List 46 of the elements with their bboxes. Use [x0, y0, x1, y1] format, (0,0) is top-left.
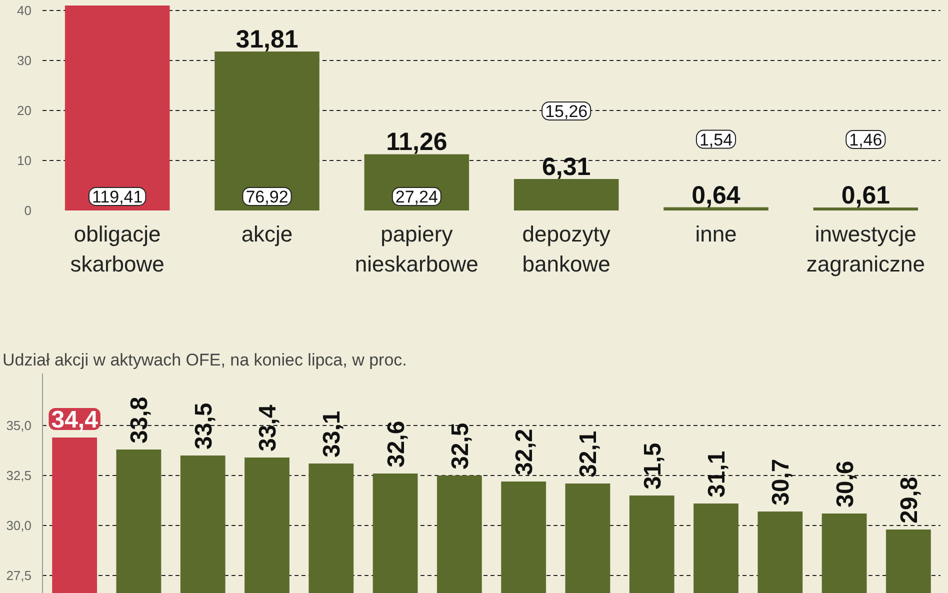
- annotation: 76,92: [246, 188, 288, 206]
- data-label: 31,5: [639, 442, 666, 490]
- annotation: 119,41: [92, 188, 143, 206]
- data-label: 33,4: [254, 404, 282, 452]
- x-tick-label: inne: [695, 222, 737, 246]
- data-label: 34,4: [51, 406, 99, 434]
- data-label: 32,2: [511, 428, 538, 476]
- bar: [214, 51, 320, 210]
- data-label: 11,26: [386, 128, 448, 156]
- data-label: 30,6: [832, 460, 859, 508]
- annotation: 27,24: [395, 188, 438, 206]
- bar: [813, 207, 918, 210]
- annotation: 1,46: [849, 130, 882, 150]
- annotation: 1,54: [699, 130, 733, 150]
- chart-title: Udział akcji w aktywach OFE, na koniec lipca, w proc.: [2, 350, 407, 370]
- data-label: 31,81: [236, 25, 298, 54]
- x-tick-label: depozyty bankowe: [522, 222, 610, 276]
- y-tick-label: 10: [17, 153, 32, 168]
- y-tick-label: 30,0: [6, 518, 32, 533]
- data-label: 0,64: [692, 181, 740, 210]
- data-label: 30,7: [768, 458, 795, 506]
- bar: [64, 6, 170, 210]
- x-tick-label: papiery nieskarbowe: [354, 222, 478, 276]
- data-label: 29,8: [896, 476, 923, 524]
- data-label: 6,31: [542, 152, 591, 181]
- y-tick-label: 27,5: [6, 568, 32, 583]
- y-tick-label: 30: [17, 53, 32, 68]
- data-label: 31,1: [704, 450, 730, 498]
- x-tick-label: inwestycje zagraniczne: [806, 222, 925, 276]
- data-label: 32,1: [575, 430, 602, 478]
- data-label: 32,6: [382, 420, 410, 468]
- bar: [664, 207, 768, 210]
- x-tick-label: akcje: [241, 222, 293, 246]
- data-label: 0,61: [841, 181, 890, 210]
- annotation: 15,26: [545, 102, 588, 121]
- data-label: 33,5: [190, 402, 218, 450]
- y-tick-label: 40: [17, 3, 32, 18]
- data-label: 33,1: [318, 410, 346, 458]
- data-label: 33,8: [126, 396, 154, 444]
- y-tick-label: 35,0: [6, 418, 32, 433]
- y-tick-label: 0: [24, 203, 32, 218]
- data-label: 32,5: [446, 422, 474, 470]
- y-tick-label: 32,5: [6, 468, 32, 483]
- x-tick-label: obligacje skarbowe: [70, 222, 164, 276]
- y-tick-label: 20: [17, 103, 32, 118]
- bar: [514, 178, 619, 210]
